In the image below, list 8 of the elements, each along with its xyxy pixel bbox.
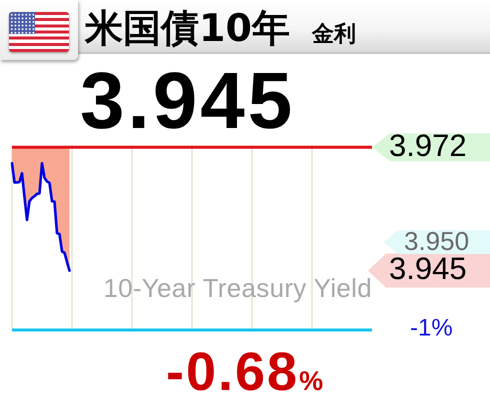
chart-title: 米国債10年 <box>85 6 290 50</box>
annotation: 10-Year Treasury Yield <box>103 273 372 303</box>
chart-subtitle: 金利 <box>312 22 356 48</box>
text: 3.950 <box>404 226 470 256</box>
text: -0.68% <box>166 342 324 402</box>
text: -1% <box>410 314 453 342</box>
annotation: 3.945 <box>80 56 296 145</box>
y-tick-label: 3.972 <box>389 128 467 163</box>
